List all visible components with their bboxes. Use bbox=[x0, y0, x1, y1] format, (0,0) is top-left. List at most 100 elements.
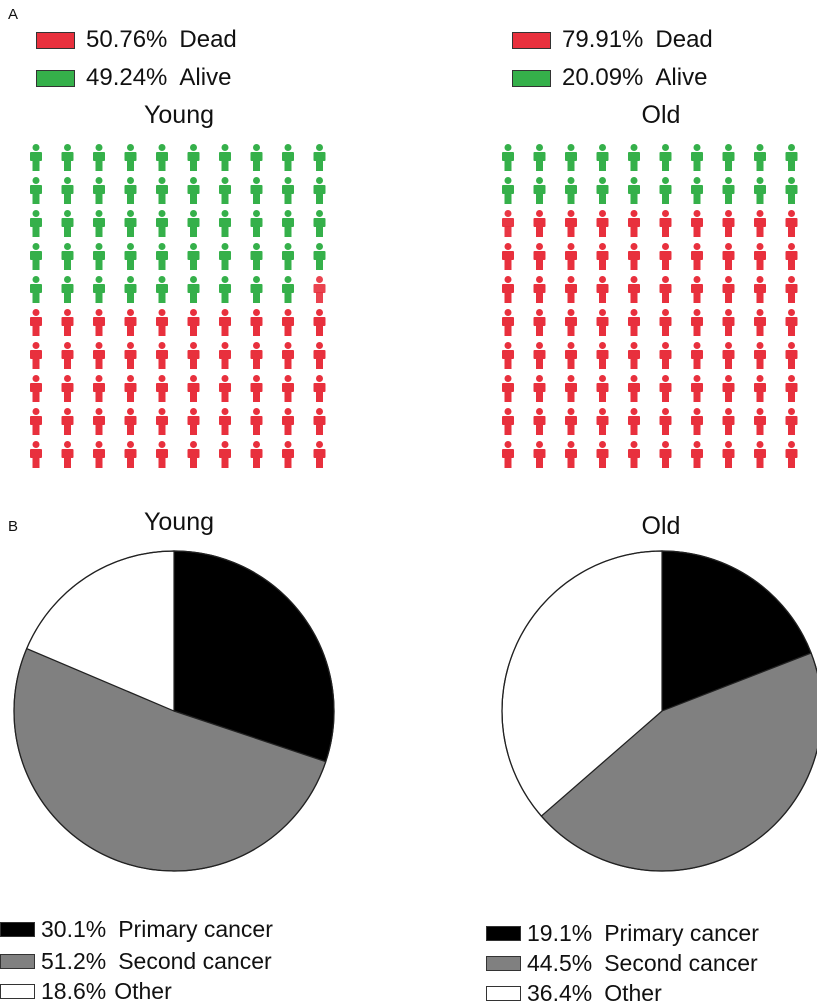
person-icon bbox=[124, 276, 137, 303]
person-icon bbox=[502, 309, 514, 336]
person-icon bbox=[313, 342, 326, 369]
person-icon bbox=[659, 375, 672, 402]
person-icon bbox=[282, 276, 294, 303]
person-icon bbox=[219, 210, 231, 237]
person-icon bbox=[124, 408, 137, 435]
person-icon bbox=[187, 408, 200, 435]
person-icon bbox=[502, 441, 514, 468]
primary-swatch bbox=[0, 922, 35, 937]
person-icon bbox=[187, 276, 200, 303]
person-icon bbox=[754, 177, 766, 204]
person-icon bbox=[565, 408, 577, 435]
person-icon bbox=[533, 144, 546, 171]
person-icon bbox=[219, 408, 231, 435]
person-icon bbox=[785, 408, 798, 435]
person-icon bbox=[93, 342, 105, 369]
person-icon bbox=[61, 210, 74, 237]
person-icon bbox=[61, 408, 74, 435]
legend-label: Primary cancer bbox=[604, 920, 759, 946]
person-icon bbox=[691, 276, 703, 303]
person-icon bbox=[282, 243, 294, 270]
legend-pct: 19.1% bbox=[527, 920, 593, 946]
person-icon bbox=[596, 177, 609, 204]
person-icon bbox=[785, 144, 798, 171]
person-icon bbox=[219, 342, 231, 369]
person-icon bbox=[250, 309, 263, 336]
person-icon bbox=[722, 408, 735, 435]
person-icon bbox=[628, 243, 640, 270]
person-icon bbox=[565, 441, 577, 468]
person-icon bbox=[187, 375, 200, 402]
person-icon bbox=[93, 177, 105, 204]
person-icon bbox=[596, 309, 609, 336]
person-icon bbox=[30, 276, 42, 303]
person-icon bbox=[124, 309, 137, 336]
person-icon bbox=[187, 210, 200, 237]
pie-legend-young-primary: 30.1% Primary cancer bbox=[0, 916, 273, 943]
person-icon bbox=[659, 210, 672, 237]
person-icon bbox=[30, 408, 42, 435]
person-icon bbox=[124, 144, 137, 171]
person-icon bbox=[628, 441, 640, 468]
person-icon bbox=[250, 342, 263, 369]
person-icon bbox=[754, 441, 766, 468]
legend-label: Second cancer bbox=[604, 950, 758, 976]
person-icon bbox=[722, 309, 735, 336]
person-icon bbox=[219, 375, 231, 402]
person-icon bbox=[502, 375, 514, 402]
second-swatch bbox=[0, 954, 35, 969]
person-icon bbox=[596, 375, 609, 402]
legend-pct: 49.24% bbox=[86, 64, 168, 91]
person-icon bbox=[785, 243, 798, 270]
person-icon bbox=[691, 177, 703, 204]
person-icon bbox=[565, 375, 577, 402]
person-icon bbox=[722, 276, 735, 303]
person-icon bbox=[313, 210, 326, 237]
person-icon bbox=[533, 441, 546, 468]
person-icon bbox=[785, 309, 798, 336]
person-icon bbox=[596, 210, 609, 237]
person-icon bbox=[93, 144, 105, 171]
person-icon bbox=[30, 342, 42, 369]
person-icon bbox=[282, 441, 294, 468]
person-icon bbox=[691, 342, 703, 369]
person-icon bbox=[30, 375, 42, 402]
legend-label: Alive bbox=[179, 64, 232, 91]
person-icon bbox=[124, 342, 137, 369]
person-icon bbox=[30, 144, 42, 171]
person-icon bbox=[61, 276, 74, 303]
person-icon bbox=[659, 144, 672, 171]
person-icon bbox=[785, 375, 798, 402]
legend-pct: 44.5% bbox=[527, 950, 593, 976]
person-icon bbox=[30, 309, 42, 336]
pictogram-old bbox=[502, 144, 798, 468]
person-icon bbox=[722, 243, 735, 270]
person-icon bbox=[691, 144, 703, 171]
person-icon bbox=[219, 276, 231, 303]
pie-legend-young-second: 51.2% Second cancer bbox=[0, 948, 272, 975]
other-swatch bbox=[486, 986, 521, 1001]
person-icon bbox=[533, 342, 546, 369]
person-icon bbox=[156, 375, 168, 402]
person-icon bbox=[93, 375, 105, 402]
pictogram-young bbox=[30, 144, 326, 468]
person-icon bbox=[156, 276, 168, 303]
legend-young-dead: 50.76% Dead bbox=[36, 26, 237, 54]
person-icon bbox=[722, 375, 735, 402]
legend-young-alive: 49.24% Alive bbox=[36, 64, 231, 92]
person-icon bbox=[502, 276, 514, 303]
person-icon bbox=[250, 276, 263, 303]
person-icon bbox=[754, 309, 766, 336]
legend-pct: 51.2% bbox=[41, 948, 107, 974]
pie-legend-old-primary: 19.1% Primary cancer bbox=[486, 920, 759, 947]
person-icon bbox=[754, 210, 766, 237]
person-icon bbox=[785, 210, 798, 237]
person-icon bbox=[124, 243, 137, 270]
person-icon bbox=[219, 243, 231, 270]
person-icon bbox=[313, 276, 326, 303]
person-icon bbox=[313, 441, 326, 468]
person-icon bbox=[187, 441, 200, 468]
person-icon bbox=[282, 210, 294, 237]
person-icon bbox=[250, 144, 263, 171]
person-icon bbox=[156, 177, 168, 204]
